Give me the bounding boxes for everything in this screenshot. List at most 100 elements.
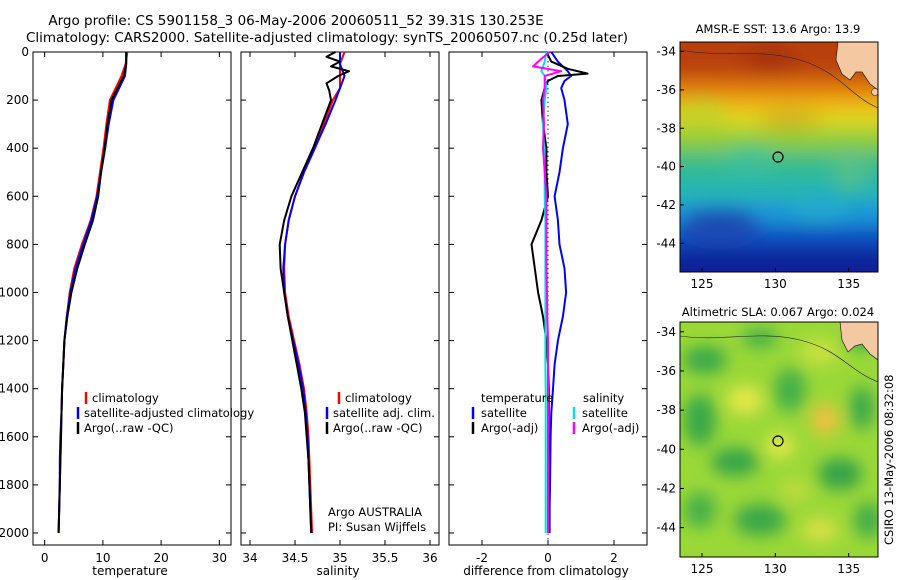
map-y-tick-label: -40	[656, 442, 676, 456]
legend-label-satellite: satellite adj. clim.	[333, 406, 435, 420]
legend-label-climatology: climatology	[92, 391, 159, 405]
y-tick-label: 1200	[0, 334, 29, 348]
y-tick-label: 200	[6, 93, 29, 107]
sst-contour	[680, 49, 878, 109]
map-x-tick-label: 125	[691, 277, 714, 291]
map-x-tick-label: 135	[837, 562, 860, 576]
sst-map-frame	[679, 41, 879, 273]
x-tick-label: 35	[332, 551, 347, 565]
sla-argo-marker	[772, 435, 784, 447]
figure-title-line1: Argo profile: CS 5901158_3 06-May-2006 2…	[48, 13, 543, 29]
map-y-tick-label: -34	[656, 45, 676, 59]
series-line	[548, 51, 573, 533]
x-tick-label: 20	[153, 551, 168, 565]
map-y-tick-label: -38	[656, 121, 676, 135]
map-y-tick-label: -42	[656, 198, 676, 212]
salinity-axes-box	[240, 51, 440, 546]
salinity-annotation-pi: PI: Susan Wijffels	[328, 520, 426, 534]
y-tick-label: 0	[21, 45, 29, 59]
map-y-tick-label: -34	[656, 325, 676, 339]
salinity-xlabel: salinity	[316, 564, 359, 578]
salinity-panel: 34 34.5 35 35.5 36 climatology satellite adj…	[240, 51, 440, 578]
sla-map-frame	[679, 321, 879, 558]
x-tick-label: 34	[242, 551, 257, 565]
legend-heading-temperature: temperature	[481, 391, 553, 405]
sst-field	[680, 42, 878, 272]
credit-timestamp: CSIRO 13-May-2006 08:32:08	[882, 375, 896, 546]
series-line	[57, 51, 129, 534]
temperature-ticks: 0 10 20 30 0 200 400 600 800 1000 1200 1400 1600 1800…	[0, 45, 231, 565]
map-x-tick-label: 130	[764, 562, 787, 576]
sst-argo-marker	[772, 151, 784, 163]
sla-map-panel: Altimetric SLA: 0.067 Argo: 0.024	[656, 305, 879, 576]
map-y-tick-label: -36	[656, 83, 676, 97]
sla-land	[839, 322, 878, 361]
x-tick-label: 10	[95, 551, 110, 565]
difference-panel: -2 0 2 temperature satellite Argo(-adj) sa…	[448, 51, 648, 578]
sst-island	[871, 88, 878, 96]
legend-label-temp-argo: Argo(-adj)	[481, 421, 538, 435]
y-tick-label: 2000	[0, 526, 29, 540]
x-tick-label: 35.5	[372, 551, 399, 565]
sst-map-title: AMSR-E SST: 13.6 Argo: 13.9	[696, 22, 861, 36]
difference-legend: temperature satellite Argo(-adj) salinit…	[471, 391, 639, 435]
y-tick-label: 400	[6, 141, 29, 155]
salinity-ticks: 34 34.5 35 35.5 36	[241, 51, 439, 565]
legend-label-temp-satellite: satellite	[481, 406, 527, 420]
x-tick-label: 34.5	[282, 551, 309, 565]
y-tick-label: 600	[6, 189, 29, 203]
x-tick-label: -2	[476, 551, 488, 565]
temperature-series	[57, 51, 129, 534]
series-line	[57, 52, 128, 534]
y-tick-label: 1600	[0, 430, 29, 444]
temperature-legend: climatology satellite-adjusted climatolo…	[76, 391, 254, 435]
x-tick-label: 0	[41, 551, 49, 565]
sla-map-ticks: 125 130 135 -34 -36 -38 -40 -42 -44	[656, 325, 860, 576]
series-line	[530, 51, 589, 533]
difference-xlabel: difference from climatology	[463, 564, 629, 578]
sst-land	[835, 42, 878, 91]
x-tick-label: 36	[422, 551, 437, 565]
series-line	[283, 51, 346, 534]
y-tick-label: 1400	[0, 382, 29, 396]
y-tick-label: 1800	[0, 478, 29, 492]
map-y-tick-label: -40	[656, 160, 676, 174]
salinity-series	[278, 51, 350, 534]
legend-label-sal-argo: Argo(-adj)	[582, 421, 639, 435]
legend-heading-salinity: salinity	[583, 391, 624, 405]
series-line	[278, 51, 350, 534]
x-tick-label: 2	[610, 551, 618, 565]
temperature-axes-box	[32, 51, 232, 546]
sst-map-panel: AMSR-E SST: 13.6 Argo: 13.9	[656, 22, 879, 291]
x-tick-label: 30	[212, 551, 227, 565]
map-y-tick-label: -44	[656, 236, 676, 250]
map-y-tick-label: -44	[656, 521, 676, 535]
x-tick-label: 0	[544, 551, 552, 565]
legend-label-argo: Argo(..raw -QC)	[84, 421, 174, 435]
difference-ticks: -2 0 2	[449, 51, 647, 565]
salinity-legend: climatology satellite adj. clim. Argo(..…	[325, 391, 435, 435]
sla-map-title: Altimetric SLA: 0.067 Argo: 0.024	[682, 305, 874, 319]
legend-label-argo: Argo(..raw -QC)	[333, 421, 423, 435]
legend-label-sal-satellite: satellite	[582, 406, 628, 420]
sla-field	[680, 322, 878, 557]
temperature-panel: 0 10 20 30 0 200 400 600 800 1000 1200 1400 1600 1800…	[0, 45, 254, 578]
y-tick-label: 800	[6, 237, 29, 251]
difference-series	[530, 51, 589, 533]
map-y-tick-label: -38	[656, 403, 676, 417]
legend-label-climatology: climatology	[345, 391, 412, 405]
series-line	[282, 52, 346, 534]
sst-map-ticks: 125 130 135 -34 -36 -38 -40 -42 -44	[656, 45, 860, 291]
map-x-tick-label: 135	[837, 277, 860, 291]
temperature-xlabel: temperature	[92, 564, 167, 578]
figure-title-line2: Climatology: CARS2000. Satellite-adjuste…	[26, 30, 628, 46]
sla-contour	[680, 335, 878, 383]
map-x-tick-label: 130	[764, 277, 787, 291]
legend-label-satellite: satellite-adjusted climatology	[84, 406, 254, 420]
map-y-tick-label: -42	[656, 481, 676, 495]
y-tick-label: 1000	[0, 285, 29, 299]
map-x-tick-label: 125	[691, 562, 714, 576]
map-y-tick-label: -36	[656, 364, 676, 378]
series-line	[532, 51, 563, 533]
